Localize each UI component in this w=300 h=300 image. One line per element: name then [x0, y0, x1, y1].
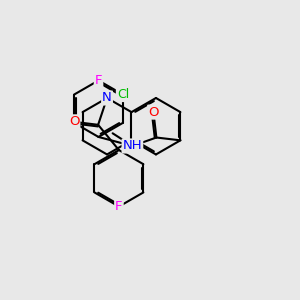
Text: NH: NH [123, 140, 142, 152]
Text: N: N [102, 92, 112, 104]
Text: Cl: Cl [117, 88, 129, 101]
Text: O: O [69, 115, 80, 128]
Text: F: F [95, 74, 102, 87]
Text: F: F [115, 200, 123, 213]
Text: O: O [148, 106, 159, 118]
